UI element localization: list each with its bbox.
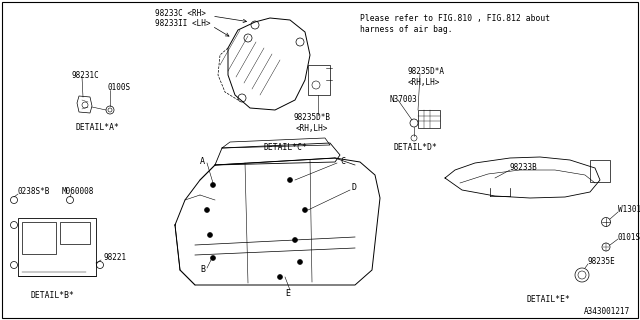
Text: E: E [285,289,290,298]
Bar [418,110,440,128]
Text: DETAIL*E*: DETAIL*E* [526,295,570,305]
Text: DETAIL*C*: DETAIL*C* [263,143,307,153]
Circle shape [211,182,216,188]
Text: DETAIL*A*: DETAIL*A* [76,124,120,132]
Circle shape [292,237,298,243]
Text: 0238S*B: 0238S*B [18,188,51,196]
Text: 98231C: 98231C [72,70,100,79]
Circle shape [207,233,212,237]
Circle shape [278,275,282,279]
Circle shape [298,260,303,265]
Text: 0101S*B: 0101S*B [618,233,640,242]
Bar [60,222,90,244]
Text: 98235D*A: 98235D*A [408,68,445,76]
Text: 98235D*B: 98235D*B [294,114,330,123]
Text: DETAIL*D*: DETAIL*D* [393,143,437,153]
Bar [22,222,56,254]
Bar [308,65,330,95]
Text: <RH,LH>: <RH,LH> [408,77,440,86]
Circle shape [287,178,292,182]
Bar [18,218,96,276]
Text: 98233II <LH>: 98233II <LH> [155,20,211,28]
Bar [590,160,610,182]
Circle shape [303,207,307,212]
Circle shape [205,207,209,212]
Text: A343001217: A343001217 [584,308,630,316]
Text: B: B [200,266,205,275]
Text: 98221: 98221 [103,253,126,262]
Text: <RH,LH>: <RH,LH> [296,124,328,132]
Text: W130105: W130105 [618,205,640,214]
Text: 0100S: 0100S [108,84,131,92]
Text: D: D [352,183,357,193]
Text: 98233B: 98233B [510,164,538,172]
Text: 98235E: 98235E [588,258,616,267]
Text: 98233C <RH>: 98233C <RH> [155,10,206,19]
Circle shape [211,255,216,260]
Text: DETAIL*B*: DETAIL*B* [30,291,74,300]
Text: A: A [200,157,205,166]
Text: Please refer to FIG.810 , FIG.812 about: Please refer to FIG.810 , FIG.812 about [360,13,550,22]
Text: C: C [340,157,345,166]
Text: N37003: N37003 [390,95,418,105]
Text: M060008: M060008 [62,188,94,196]
Text: harness of air bag.: harness of air bag. [360,26,452,35]
